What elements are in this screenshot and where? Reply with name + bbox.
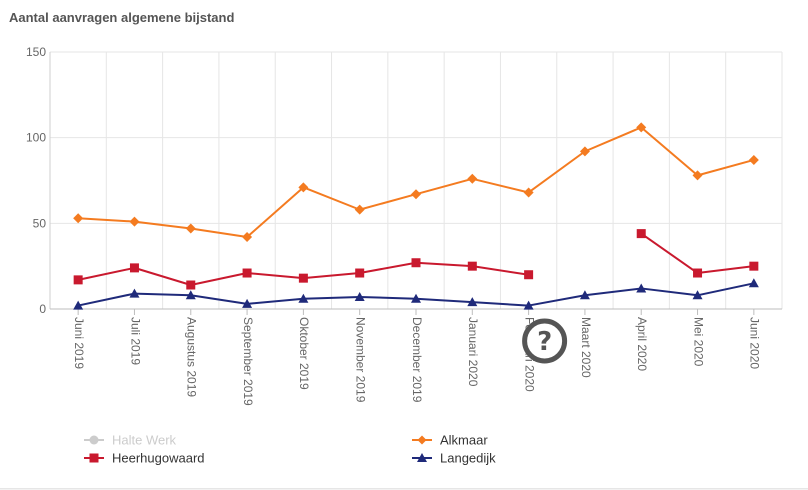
data-point-alkmaar (692, 170, 703, 181)
data-point-langedijk (467, 297, 478, 307)
data-point-heerhugowaard (186, 280, 196, 290)
data-point-heerhugowaard (355, 268, 365, 278)
data-point-heerhugowaard (129, 263, 139, 273)
data-point-langedijk (579, 290, 590, 300)
x-tick-label: Mei 2020 (691, 317, 705, 367)
question-icon (522, 318, 568, 364)
data-point-alkmaar (73, 213, 84, 224)
x-tick-label: April 2020 (635, 317, 649, 371)
data-point-langedijk (298, 293, 309, 303)
help-button[interactable]: ? (522, 318, 568, 364)
data-point-alkmaar (185, 223, 196, 234)
data-point-heerhugowaard (242, 268, 252, 278)
data-point-heerhugowaard (636, 229, 646, 239)
y-tick-label: 0 (39, 302, 46, 316)
data-point-langedijk (748, 278, 759, 288)
x-tick-label: Maart 2020 (579, 317, 593, 378)
data-point-alkmaar (636, 122, 647, 133)
x-tick-label: Juni 2020 (748, 317, 762, 369)
data-point-langedijk (411, 293, 421, 303)
data-point-alkmaar (579, 146, 590, 157)
x-tick-label: November 2019 (354, 317, 368, 403)
help-label: ? (537, 327, 552, 357)
data-point-langedijk (242, 298, 253, 308)
data-point-langedijk (185, 290, 196, 300)
x-tick-label: Oktober 2019 (297, 317, 311, 390)
data-point-alkmaar (411, 189, 421, 200)
y-tick-label: 100 (26, 131, 46, 145)
data-point-langedijk (354, 292, 365, 302)
x-tick-label: Januari 2020 (466, 317, 480, 387)
series-line-alkmaar (78, 126, 755, 239)
data-point-heerhugowaard (749, 261, 759, 271)
legend-item-alkmaar[interactable]: Alkmaar (440, 433, 488, 448)
series-line-heerhugowaard (640, 232, 754, 275)
legend-marker-alkmaar (417, 435, 427, 445)
data-point-alkmaar (242, 232, 253, 243)
data-point-alkmaar (467, 173, 478, 184)
data-point-heerhugowaard (467, 261, 477, 271)
legend-marker-halte-werk (89, 435, 99, 445)
legend-marker-heerhugowaard (89, 453, 99, 463)
data-point-heerhugowaard (411, 258, 421, 268)
x-tick-label: December 2019 (410, 317, 424, 403)
x-tick-label: Juni 2019 (72, 317, 86, 369)
data-point-alkmaar (748, 154, 759, 165)
data-point-heerhugowaard (73, 275, 83, 285)
data-point-alkmaar (298, 182, 309, 193)
data-point-heerhugowaard (298, 273, 308, 283)
data-point-langedijk (129, 288, 140, 298)
data-point-langedijk (523, 300, 534, 310)
legend-item-halte-werk[interactable]: Halte Werk (112, 433, 177, 448)
data-point-alkmaar (129, 216, 140, 227)
data-point-heerhugowaard (524, 270, 534, 280)
data-point-alkmaar (354, 204, 365, 215)
data-point-alkmaar (523, 187, 534, 198)
legend-item-langedijk[interactable]: Langedijk (440, 451, 496, 466)
chart-title: Aantal aanvragen algemene bijstand (9, 10, 235, 25)
data-point-langedijk (692, 290, 703, 300)
y-tick-label: 50 (33, 216, 47, 230)
x-tick-label: Juli 2019 (128, 317, 142, 365)
x-tick-label: Augustus 2019 (185, 317, 199, 397)
x-tick-label: September 2019 (241, 317, 255, 406)
data-point-langedijk (636, 283, 647, 293)
legend-marker-langedijk (417, 453, 427, 462)
legend-item-heerhugowaard[interactable]: Heerhugowaard (112, 451, 205, 466)
data-point-langedijk (73, 300, 84, 310)
y-tick-label: 150 (26, 45, 46, 59)
data-point-heerhugowaard (693, 268, 703, 278)
